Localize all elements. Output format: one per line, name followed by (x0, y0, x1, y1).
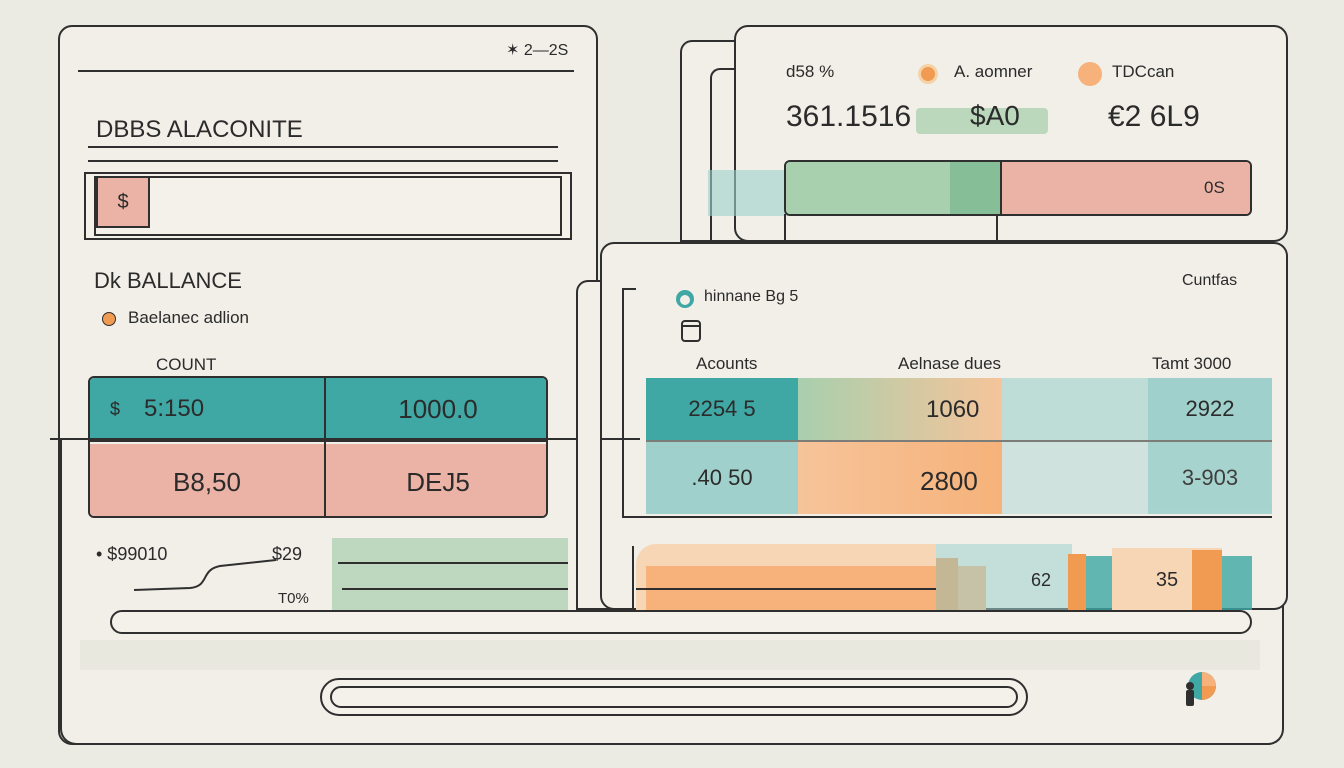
bar-value: 35 (1132, 560, 1202, 600)
divider (646, 440, 1272, 442)
divider (324, 378, 326, 516)
progress-fill-dark (950, 162, 1000, 214)
legend2-label: TDCcan (1112, 62, 1175, 81)
header-label: hinnane Bg 5 (704, 288, 799, 305)
divider (90, 440, 546, 442)
table-cell: DEJ5 (326, 444, 546, 516)
value-3: €2 6L9 (1108, 100, 1200, 133)
divider (88, 146, 558, 148)
table-cell: 2922 (1148, 378, 1272, 440)
pie-person-icon[interactable] (1178, 668, 1220, 710)
gradient-cell (798, 378, 1002, 440)
progress-shadow (708, 170, 788, 216)
legend-icon (1078, 62, 1102, 86)
divider (600, 438, 640, 440)
bar-value-text: 62 (1030, 569, 1052, 590)
table-cell (1002, 442, 1148, 514)
divider (632, 546, 634, 610)
action-button-inner (330, 686, 1018, 708)
divider (636, 588, 936, 590)
footer-bar (332, 538, 568, 610)
divider (342, 588, 568, 590)
table-cell-value: 2800 (920, 466, 978, 496)
action-button[interactable] (320, 678, 1028, 716)
footer-percent: T0% (278, 590, 309, 607)
legend1-label: A. aomner (954, 62, 1033, 81)
bar-segment (1068, 554, 1086, 610)
table-cell: B8,50 (90, 444, 324, 516)
table-cell-value: 2254 5 (688, 396, 756, 421)
table-cell-value: 2922 (1185, 396, 1235, 421)
table-cell-value: B8,50 (173, 466, 241, 497)
bar-value: 62 (1010, 560, 1072, 600)
divider (622, 288, 636, 290)
bar-value: 0S (1204, 178, 1225, 197)
table-cell-value: 1000.0 (398, 393, 478, 424)
table-cell-value: 1060 (926, 396, 980, 423)
divider (88, 160, 558, 162)
cylinder-icon (681, 320, 701, 342)
divider (1000, 162, 1002, 214)
accounts-table: 2254 5 .40 50 1060 2800 2922 3-903 (622, 378, 1272, 518)
legend-label: Baelanec adlion (128, 308, 249, 327)
balance-table: $ 5:150 1000.0 B8,50 DEJ5 (88, 376, 548, 518)
table-cell (1002, 378, 1148, 440)
dollar-icon: $ (96, 176, 150, 228)
divider (784, 214, 786, 242)
pct-label: d58 % (786, 62, 835, 81)
corner-label: Cuntfas (1182, 272, 1238, 289)
bar-segment (936, 544, 1072, 610)
table-cell-value: 5:150 (144, 395, 205, 422)
table-cell: .40 50 (646, 442, 798, 514)
dollar-icon-glyph: $ (117, 190, 129, 213)
progress-rest (1002, 162, 1250, 214)
bar-segment (1192, 550, 1222, 610)
count-label: COUNT (156, 355, 217, 374)
divider (996, 214, 998, 242)
value-2-chip (916, 108, 1048, 134)
table-cell-value: .40 50 (691, 465, 753, 490)
divider (338, 562, 568, 564)
headset-icon (676, 290, 694, 308)
divider (78, 70, 574, 72)
shadow-band (80, 640, 1260, 670)
corner-value: ✶ 2―2S (506, 42, 569, 59)
table-cell-icon: $ (110, 398, 121, 419)
table-cell: $ 5:150 (90, 378, 324, 440)
value-2: $A0 (970, 100, 1020, 131)
table-cell-value: 3-903 (1181, 465, 1239, 490)
bar-value-text: 35 (1155, 568, 1179, 591)
gradient-cell (798, 442, 1002, 514)
table-cell: 3-903 (1148, 442, 1272, 514)
dot-orange-icon (102, 312, 116, 326)
footer-left-value: • $99010 (96, 544, 168, 564)
progress-bar (784, 160, 1252, 216)
scroll-track[interactable] (110, 610, 1252, 634)
balance-heading: Dk BALLANCE (94, 268, 242, 293)
input-inner (94, 176, 562, 236)
col-header: Acounts (696, 354, 758, 373)
table-cell-value: DEJ5 (406, 466, 470, 497)
bar-segment (1086, 556, 1114, 610)
legend-icon (918, 64, 938, 84)
divider (50, 438, 580, 440)
bar-segment (1222, 556, 1252, 610)
col-header: Tamt 3000 (1152, 354, 1232, 373)
footer-mid-value: $29 (272, 544, 303, 564)
value-1: 361.1516 (786, 100, 912, 133)
page-title: DBBS ALACONITE (96, 116, 303, 143)
col-header: Aelnase dues (898, 354, 1002, 373)
table-cell: 1000.0 (326, 378, 546, 440)
table-cell: 2254 5 (646, 378, 798, 440)
sparkline (133, 559, 277, 591)
